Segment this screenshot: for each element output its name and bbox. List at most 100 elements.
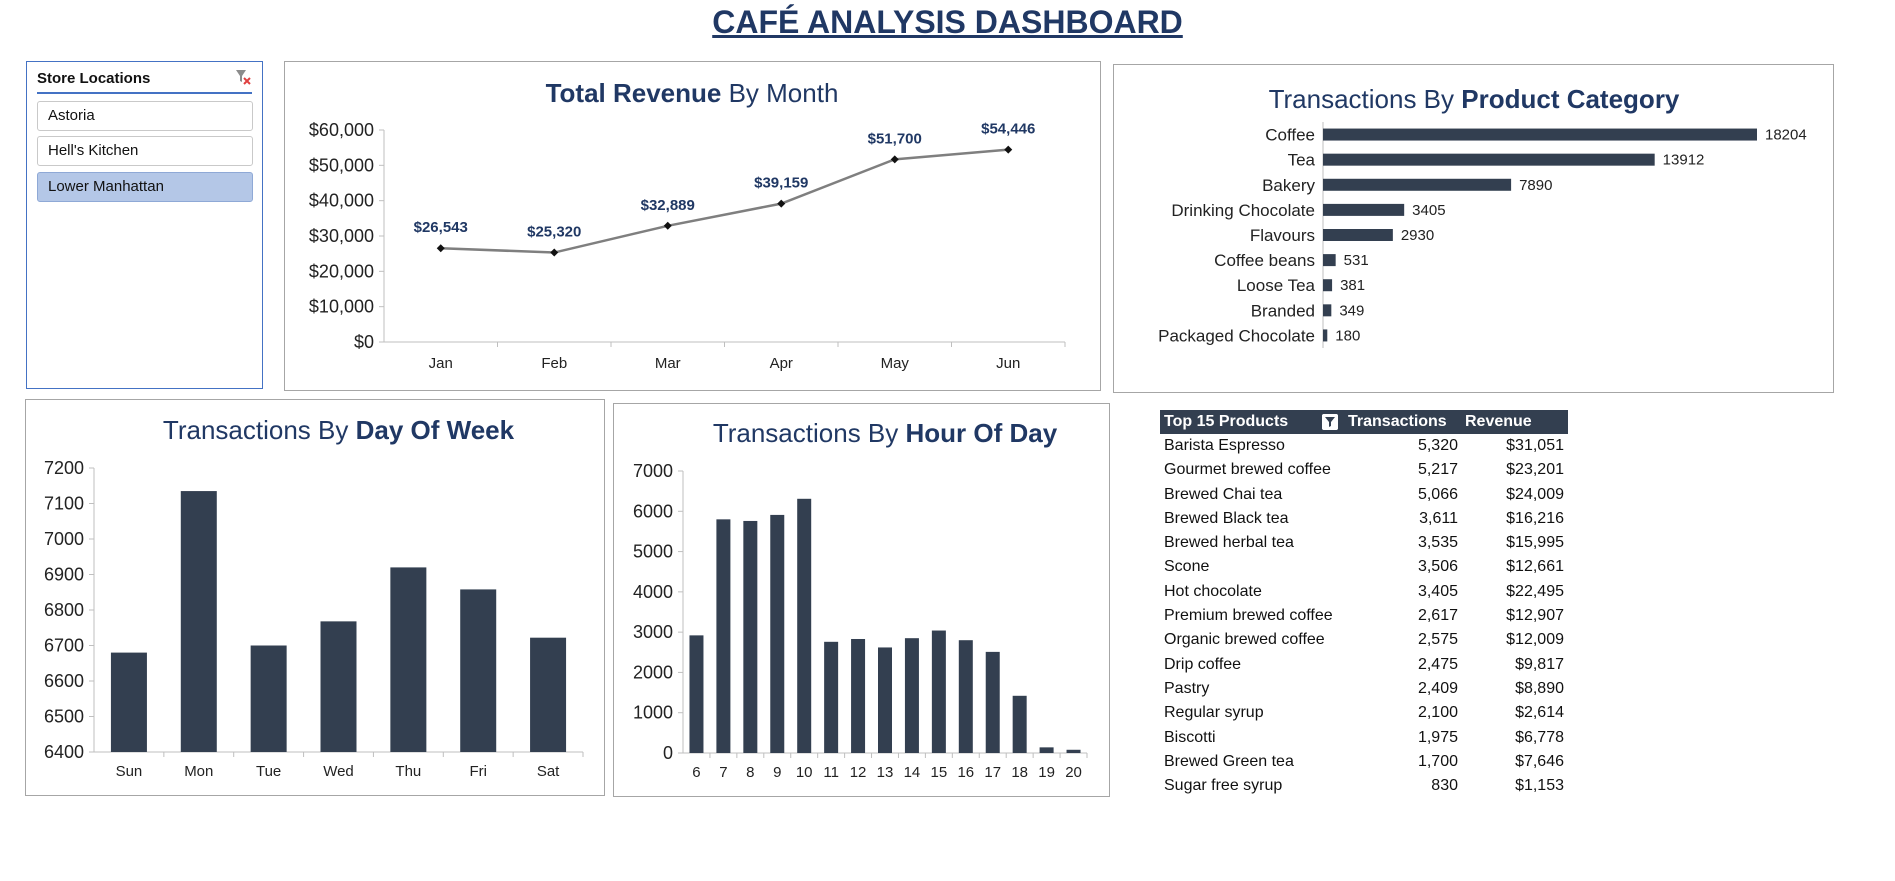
x-tick-label: May xyxy=(881,355,910,372)
transactions-by-day-chart: Transactions By Day Of Week 6400 6500 6600 6… xyxy=(44,415,584,780)
data-point xyxy=(890,155,899,164)
y-tick-label: 6500 xyxy=(44,707,84,727)
table-row: Scone 3,506 $12,661 xyxy=(1160,555,1568,579)
table-row: Brewed Chai tea 5,066 $24,009 xyxy=(1160,483,1568,507)
product-name: Sugar free syrup xyxy=(1164,777,1283,795)
category-label: Tea xyxy=(1288,151,1316,170)
y-tick-label: 4000 xyxy=(633,582,673,602)
category-label: Coffee xyxy=(1265,126,1315,145)
table-row: Sugar free syrup 830 $1,153 xyxy=(1160,774,1568,798)
x-tick-label: Jan xyxy=(429,355,453,372)
bar xyxy=(985,651,1000,753)
data-label: 18204 xyxy=(1765,127,1807,144)
data-label: 3405 xyxy=(1412,202,1445,219)
slicer-item-label: Hell's Kitchen xyxy=(48,142,139,159)
y-tick-label: 2000 xyxy=(633,662,673,682)
bar xyxy=(689,635,704,753)
x-tick-label: Mar xyxy=(655,355,681,372)
y-tick-label: 1000 xyxy=(633,703,673,723)
data-point xyxy=(436,244,445,253)
hour-chart-panel: Transactions By Hour Of Day 0 1000 2000 3000… xyxy=(613,403,1110,797)
product-transactions: 1,975 xyxy=(1417,728,1458,746)
category-label: Coffee beans xyxy=(1214,251,1315,270)
revenue-by-month-chart: Total Revenue By Month $0 $10,000 $20,000 $3… xyxy=(309,78,1066,372)
product-transactions: 3,405 xyxy=(1417,582,1458,600)
y-tick-label: 6600 xyxy=(44,671,84,691)
x-tick-label: 17 xyxy=(984,764,1001,781)
product-revenue: $8,890 xyxy=(1515,679,1564,697)
data-label: 13912 xyxy=(1663,152,1705,169)
y-tick-label: 7000 xyxy=(633,461,673,481)
x-tick-label: 15 xyxy=(931,764,948,781)
product-transactions: 5,320 xyxy=(1417,437,1458,454)
x-tick-label: 19 xyxy=(1038,764,1055,781)
bar xyxy=(110,652,147,752)
slicer-item-astoria[interactable]: Astoria xyxy=(37,101,253,131)
bar xyxy=(250,645,287,752)
product-name: Drip coffee xyxy=(1164,655,1242,673)
bar xyxy=(460,589,497,752)
product-name: Brewed herbal tea xyxy=(1164,534,1294,552)
bar xyxy=(716,519,731,753)
bar xyxy=(180,491,217,752)
product-transactions: 2,475 xyxy=(1417,655,1458,673)
y-tick-label: $40,000 xyxy=(309,191,374,211)
chart-title-part: Transactions By xyxy=(713,418,906,448)
product-name: Biscotti xyxy=(1164,728,1216,746)
slicer-item-label: Lower Manhattan xyxy=(48,178,164,195)
bar xyxy=(1012,695,1027,753)
bar xyxy=(320,621,357,752)
header-transactions: Transactions xyxy=(1348,413,1447,430)
product-name: Regular syrup xyxy=(1164,704,1264,722)
data-point xyxy=(1004,145,1013,154)
y-tick-label: $0 xyxy=(354,332,374,352)
filter-icon[interactable] xyxy=(1322,414,1338,430)
bar xyxy=(1323,304,1332,317)
table-row: Hot chocolate 3,405 $22,495 xyxy=(1160,580,1568,604)
x-tick-label: Mon xyxy=(184,763,213,780)
slicer-item-lower-manhattan[interactable]: Lower Manhattan xyxy=(37,172,253,202)
x-tick-label: Sat xyxy=(537,763,560,780)
product-name: Scone xyxy=(1164,558,1210,576)
slicer-item-hells-kitchen[interactable]: Hell's Kitchen xyxy=(37,136,253,166)
bar xyxy=(1323,128,1757,141)
y-tick-label: 6900 xyxy=(44,565,84,585)
data-label: 531 xyxy=(1344,252,1369,269)
x-tick-label: Apr xyxy=(770,355,793,372)
data-label: 7890 xyxy=(1519,177,1552,194)
clear-filter-icon[interactable] xyxy=(234,68,252,88)
table-row: Barista Espresso 5,320 $31,051 xyxy=(1160,434,1568,458)
bar xyxy=(851,638,866,753)
product-revenue: $2,614 xyxy=(1515,704,1564,722)
product-name: Brewed Chai tea xyxy=(1164,485,1283,503)
y-tick-label: 5000 xyxy=(633,542,673,562)
product-transactions: 2,409 xyxy=(1417,679,1458,697)
category-label: Drinking Chocolate xyxy=(1171,201,1315,220)
product-revenue: $12,907 xyxy=(1506,607,1564,625)
data-point xyxy=(663,221,672,230)
chart-title: Transactions By Product Category xyxy=(1269,84,1680,114)
product-transactions: 2,575 xyxy=(1417,631,1458,649)
table-row: Brewed Green tea 1,700 $7,646 xyxy=(1160,750,1568,774)
bar xyxy=(390,567,427,752)
x-tick-label: 16 xyxy=(957,764,974,781)
product-name: Pastry xyxy=(1164,679,1210,697)
data-label: 381 xyxy=(1340,277,1365,294)
product-name: Hot chocolate xyxy=(1164,582,1262,600)
product-name: Organic brewed coffee xyxy=(1164,631,1325,649)
x-tick-label: 12 xyxy=(850,764,867,781)
x-tick-label: Thu xyxy=(395,763,421,780)
bar xyxy=(1323,203,1405,216)
product-name: Premium brewed coffee xyxy=(1164,607,1333,625)
product-transactions: 5,217 xyxy=(1417,461,1458,479)
bar xyxy=(958,640,973,753)
data-label: $54,446 xyxy=(981,121,1035,138)
table-row: Pastry 2,409 $8,890 xyxy=(1160,677,1568,701)
data-label: 2930 xyxy=(1401,227,1434,244)
x-tick-label: Wed xyxy=(323,763,354,780)
bar xyxy=(1039,747,1054,753)
product-transactions: 2,617 xyxy=(1417,607,1458,625)
product-revenue: $12,661 xyxy=(1506,558,1564,576)
chart-title: Total Revenue By Month xyxy=(546,78,839,108)
bar xyxy=(743,520,758,753)
